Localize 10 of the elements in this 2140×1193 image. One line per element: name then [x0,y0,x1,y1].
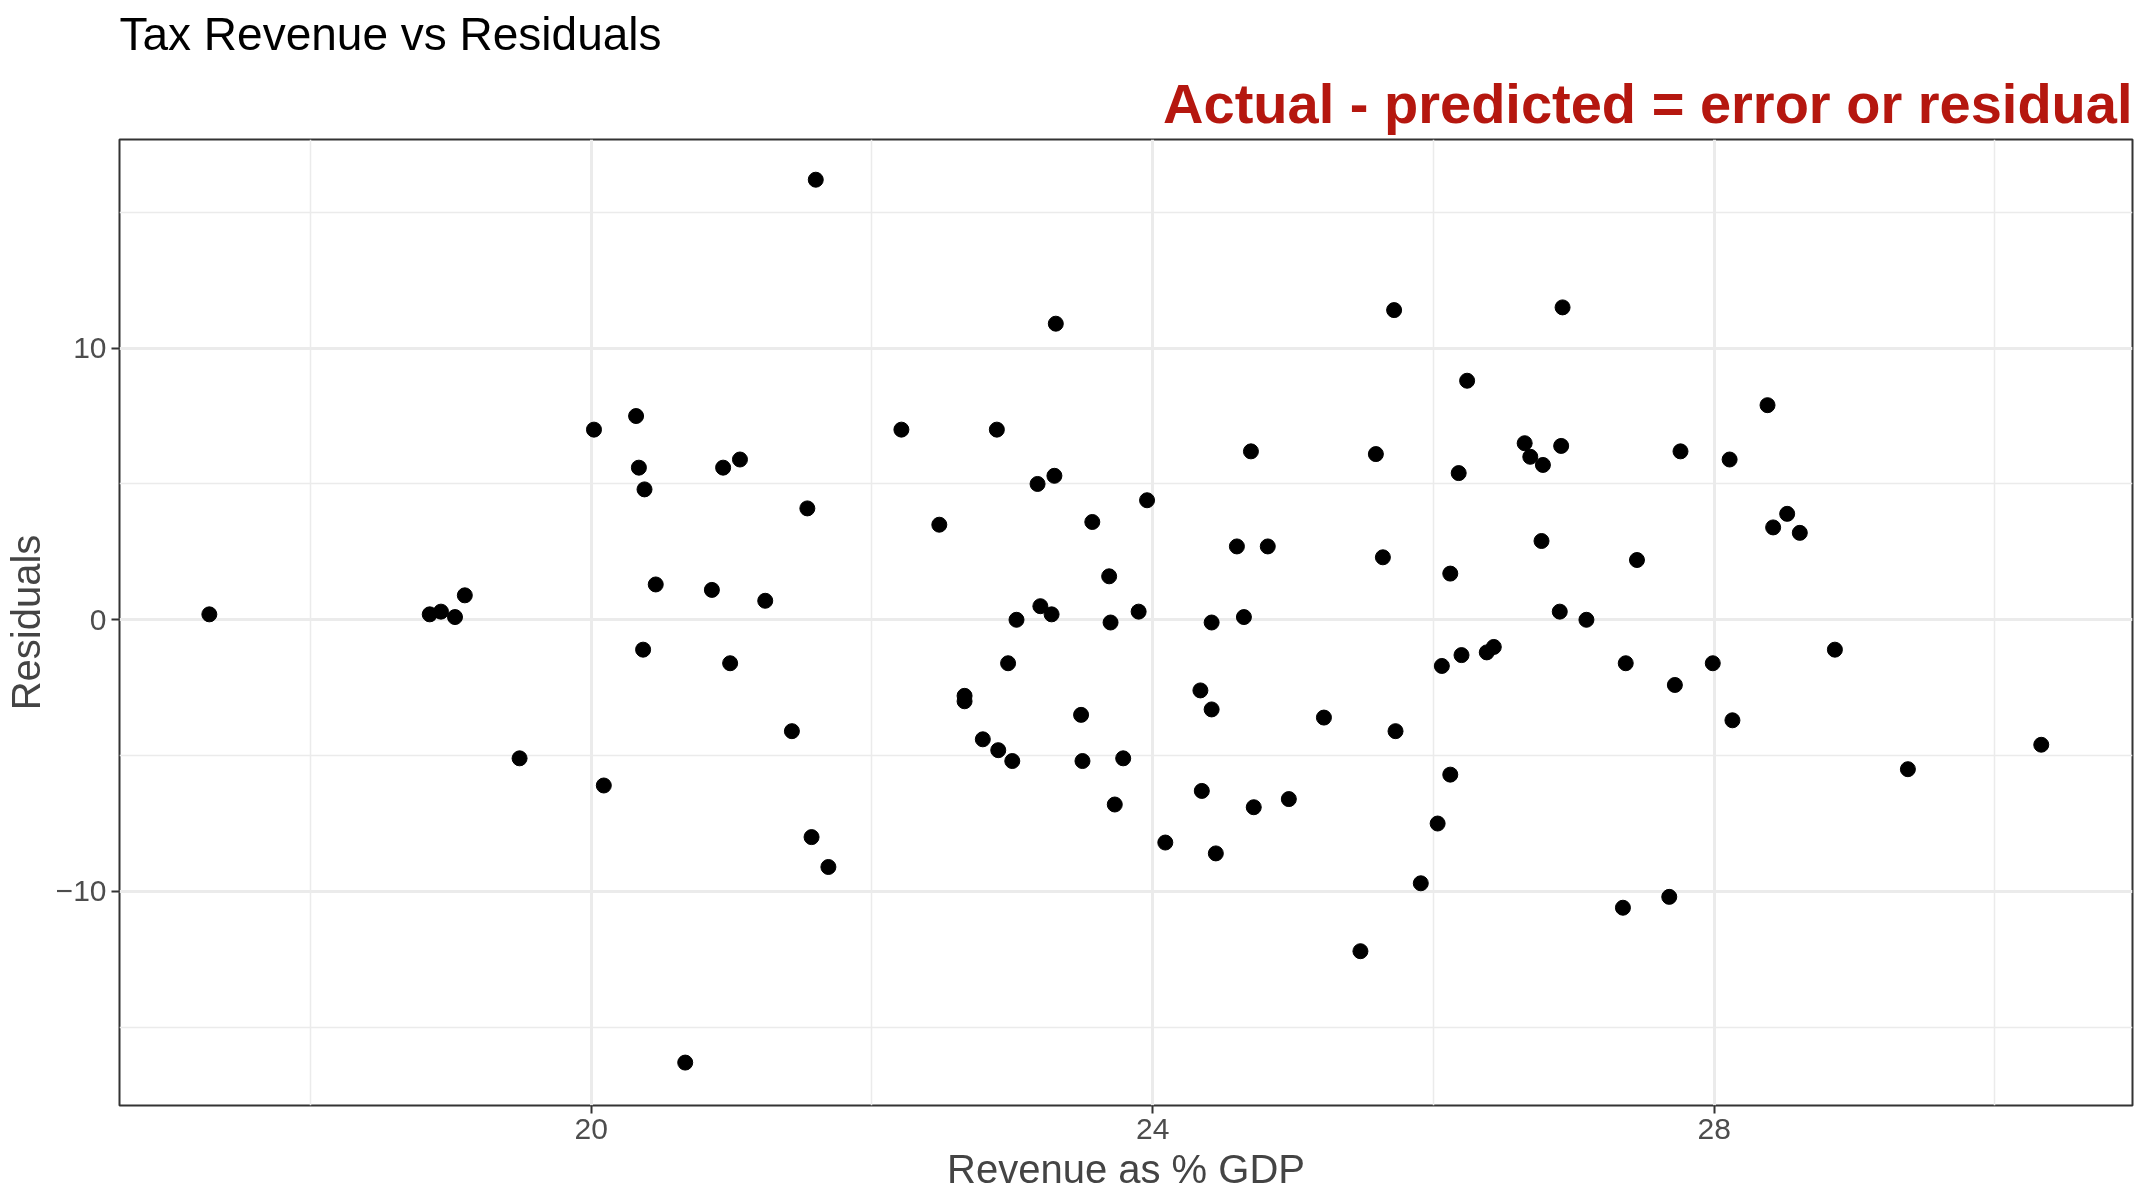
x-tick-label: 24 [1135,1111,1170,1145]
x-tick-label: 28 [1697,1111,1731,1145]
y-axis-title: Residuals [3,534,48,711]
text: Actual - predicted = error or residual [1163,71,2133,135]
y-tick-label: −10 [55,874,107,908]
y-tick-label: 10 [73,331,107,365]
x-axis-title: Revenue as % GDP [947,1146,1305,1191]
y-tick-label: 0 [89,602,107,636]
x-tick-label: 20 [574,1111,608,1145]
chart-title: Tax Revenue vs Residuals [119,7,662,60]
